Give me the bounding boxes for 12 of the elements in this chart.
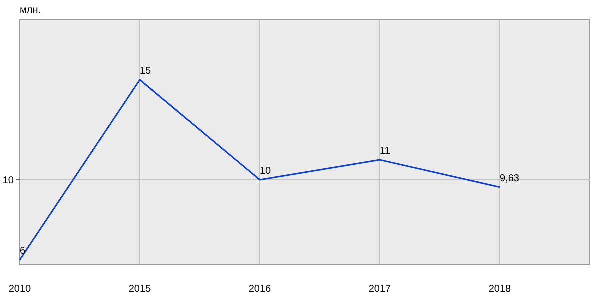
y-axis-title: млн. xyxy=(20,5,42,16)
data-label: 10 xyxy=(260,166,272,177)
x-tick-label: 2015 xyxy=(128,284,152,295)
data-label: 11 xyxy=(380,146,391,157)
x-tick-label: 2010 xyxy=(8,284,32,295)
data-label: 9,63 xyxy=(500,173,520,184)
data-label: 15 xyxy=(140,66,152,77)
data-label: 6 xyxy=(20,246,26,257)
x-tick-label: 2016 xyxy=(248,284,272,295)
ref-line-label: 10 xyxy=(2,176,14,186)
x-tick-label: 2017 xyxy=(368,284,392,295)
x-tick-label: 2018 xyxy=(488,284,512,295)
